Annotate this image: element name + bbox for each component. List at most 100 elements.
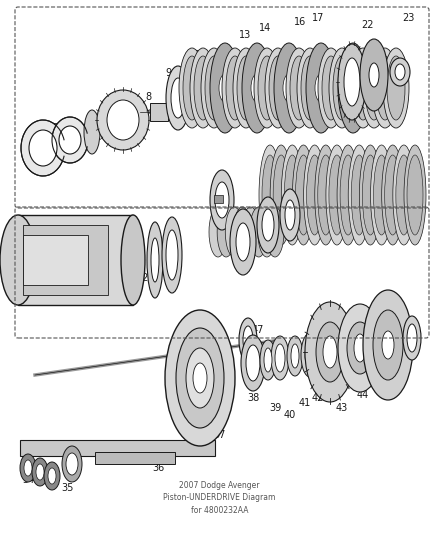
Text: 34: 34 — [22, 475, 34, 485]
Ellipse shape — [279, 189, 299, 241]
Ellipse shape — [147, 222, 162, 298]
Ellipse shape — [269, 145, 291, 245]
Ellipse shape — [209, 43, 240, 133]
Ellipse shape — [384, 155, 400, 235]
Ellipse shape — [233, 207, 251, 257]
Text: 22: 22 — [361, 20, 374, 30]
Ellipse shape — [353, 334, 365, 362]
Ellipse shape — [290, 344, 298, 368]
Ellipse shape — [325, 145, 347, 245]
Ellipse shape — [339, 155, 355, 235]
Ellipse shape — [304, 341, 314, 369]
Ellipse shape — [62, 446, 82, 482]
Ellipse shape — [190, 48, 215, 128]
Ellipse shape — [194, 56, 212, 120]
Ellipse shape — [215, 182, 229, 218]
Ellipse shape — [381, 331, 393, 359]
Ellipse shape — [336, 145, 358, 245]
Ellipse shape — [382, 48, 408, 128]
Ellipse shape — [265, 48, 290, 128]
Ellipse shape — [315, 322, 343, 382]
Ellipse shape — [392, 145, 414, 245]
Ellipse shape — [403, 145, 425, 245]
Ellipse shape — [245, 345, 259, 381]
Ellipse shape — [258, 56, 276, 120]
Bar — [150, 103, 168, 121]
Ellipse shape — [179, 48, 205, 128]
Text: 16: 16 — [293, 17, 305, 27]
Ellipse shape — [337, 304, 381, 392]
Ellipse shape — [328, 155, 344, 235]
Ellipse shape — [360, 48, 386, 128]
Ellipse shape — [322, 336, 336, 368]
Ellipse shape — [259, 340, 276, 380]
Ellipse shape — [258, 145, 280, 245]
Ellipse shape — [251, 74, 262, 102]
Ellipse shape — [222, 48, 247, 128]
Text: 30: 30 — [231, 253, 244, 263]
Ellipse shape — [32, 458, 48, 486]
Ellipse shape — [265, 207, 283, 257]
Ellipse shape — [372, 310, 402, 380]
Ellipse shape — [346, 74, 358, 102]
Ellipse shape — [395, 155, 411, 235]
Ellipse shape — [346, 322, 372, 374]
Bar — [23, 235, 88, 285]
Ellipse shape — [297, 48, 322, 128]
Text: 45: 45 — [391, 380, 403, 390]
Text: 11: 11 — [198, 115, 211, 125]
Ellipse shape — [321, 56, 339, 120]
Ellipse shape — [281, 145, 303, 245]
Ellipse shape — [332, 56, 350, 120]
Ellipse shape — [0, 215, 36, 305]
Ellipse shape — [107, 100, 139, 140]
Text: 37: 37 — [213, 430, 226, 440]
Ellipse shape — [304, 302, 354, 402]
Text: 2: 2 — [25, 143, 31, 153]
Ellipse shape — [162, 217, 182, 293]
Ellipse shape — [59, 126, 81, 154]
Ellipse shape — [241, 207, 259, 257]
Ellipse shape — [166, 66, 190, 130]
Bar — [20, 440, 215, 456]
Bar — [23, 225, 108, 295]
Text: 27: 27 — [323, 213, 336, 223]
Ellipse shape — [186, 348, 213, 408]
Text: 46: 46 — [212, 195, 224, 205]
Ellipse shape — [295, 155, 311, 235]
Bar — [18, 215, 133, 305]
Ellipse shape — [286, 336, 302, 376]
Ellipse shape — [151, 238, 159, 282]
Ellipse shape — [237, 56, 254, 120]
Ellipse shape — [268, 56, 286, 120]
Ellipse shape — [353, 56, 371, 120]
Ellipse shape — [389, 58, 409, 86]
Ellipse shape — [303, 145, 325, 245]
Text: 40: 40 — [283, 410, 296, 420]
Ellipse shape — [350, 155, 367, 235]
Ellipse shape — [240, 335, 265, 391]
Ellipse shape — [20, 454, 36, 482]
Ellipse shape — [373, 155, 389, 235]
Ellipse shape — [249, 207, 267, 257]
Bar — [213, 195, 223, 203]
Ellipse shape — [359, 145, 381, 245]
Ellipse shape — [171, 78, 184, 118]
Ellipse shape — [243, 326, 252, 354]
Ellipse shape — [368, 63, 378, 87]
Ellipse shape — [273, 43, 303, 133]
Text: 7: 7 — [115, 108, 121, 118]
Ellipse shape — [362, 290, 412, 400]
Text: 26: 26 — [296, 153, 308, 163]
Ellipse shape — [256, 197, 279, 253]
Bar — [95, 452, 175, 464]
Ellipse shape — [314, 74, 326, 102]
Text: 2007 Dodge Avenger
Piston-UNDERDRIVE Diagram
for 4800232AA: 2007 Dodge Avenger Piston-UNDERDRIVE Dia… — [163, 481, 275, 515]
Text: 5: 5 — [52, 123, 58, 133]
Ellipse shape — [230, 209, 255, 275]
Text: 6: 6 — [82, 123, 88, 133]
Ellipse shape — [257, 207, 275, 257]
Ellipse shape — [347, 145, 369, 245]
Ellipse shape — [364, 56, 382, 120]
Text: 39: 39 — [268, 403, 280, 413]
